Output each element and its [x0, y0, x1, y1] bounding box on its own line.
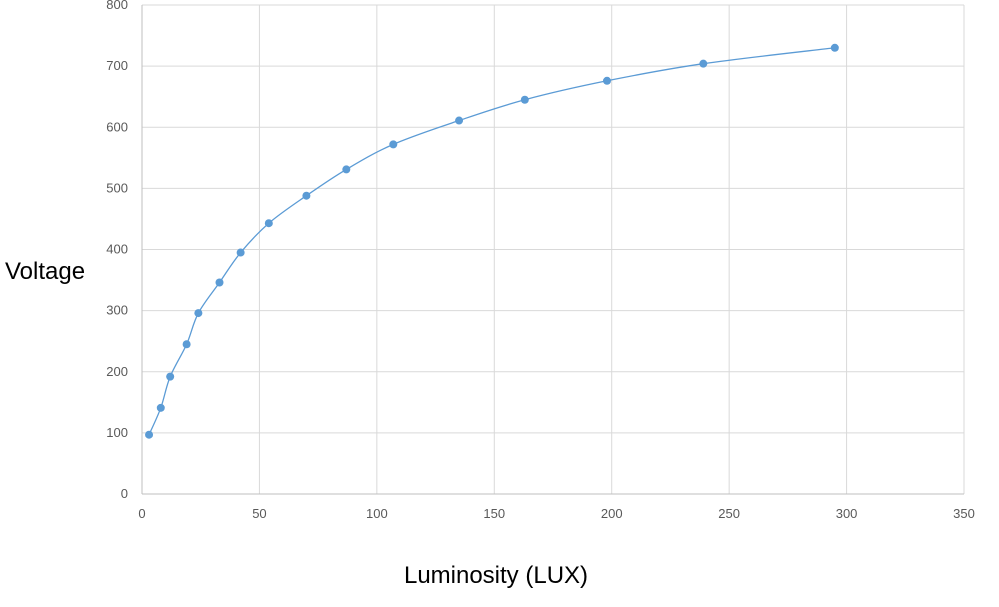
- data-point: [215, 278, 224, 287]
- series: [145, 43, 839, 439]
- x-tick-label: 200: [601, 506, 623, 521]
- y-tick-label: 800: [106, 0, 128, 12]
- x-tick-label: 300: [836, 506, 858, 521]
- y-axis-title: Voltage: [5, 258, 85, 285]
- x-tick-label: 350: [953, 506, 975, 521]
- x-tick-label: 150: [483, 506, 505, 521]
- y-tick-label: 200: [106, 364, 128, 379]
- data-point: [236, 248, 245, 257]
- data-point: [182, 340, 191, 349]
- y-tick-label: 600: [106, 119, 128, 134]
- tick-labels: 0 100 200 300 400 500 600 700 800 0 50 100 150 200 250…: [106, 0, 975, 521]
- data-point: [830, 43, 839, 52]
- y-tick-label: 100: [106, 425, 128, 440]
- data-point: [603, 76, 612, 85]
- x-tick-label: 0: [138, 506, 145, 521]
- axes: [141, 5, 964, 495]
- data-point: [342, 165, 351, 174]
- y-tick-label: 300: [106, 303, 128, 318]
- data-point: [389, 140, 398, 149]
- y-tick-label: 700: [106, 58, 128, 73]
- data-point: [264, 219, 273, 228]
- gridlines: [142, 4, 965, 494]
- data-point: [194, 309, 203, 318]
- x-axis-title: Luminosity (LUX): [404, 562, 588, 589]
- data-point: [156, 403, 165, 412]
- x-tick-label: 50: [252, 506, 266, 521]
- data-point: [145, 430, 154, 439]
- y-tick-label: 400: [106, 242, 128, 257]
- data-point: [455, 116, 464, 125]
- data-point: [166, 372, 175, 381]
- y-tick-label: 500: [106, 180, 128, 195]
- data-point: [520, 95, 529, 104]
- x-tick-label: 250: [718, 506, 740, 521]
- x-tick-label: 100: [366, 506, 388, 521]
- series-line: [148, 47, 835, 435]
- data-point: [699, 59, 708, 68]
- data-point: [302, 191, 311, 200]
- y-tick-label: 0: [121, 486, 128, 501]
